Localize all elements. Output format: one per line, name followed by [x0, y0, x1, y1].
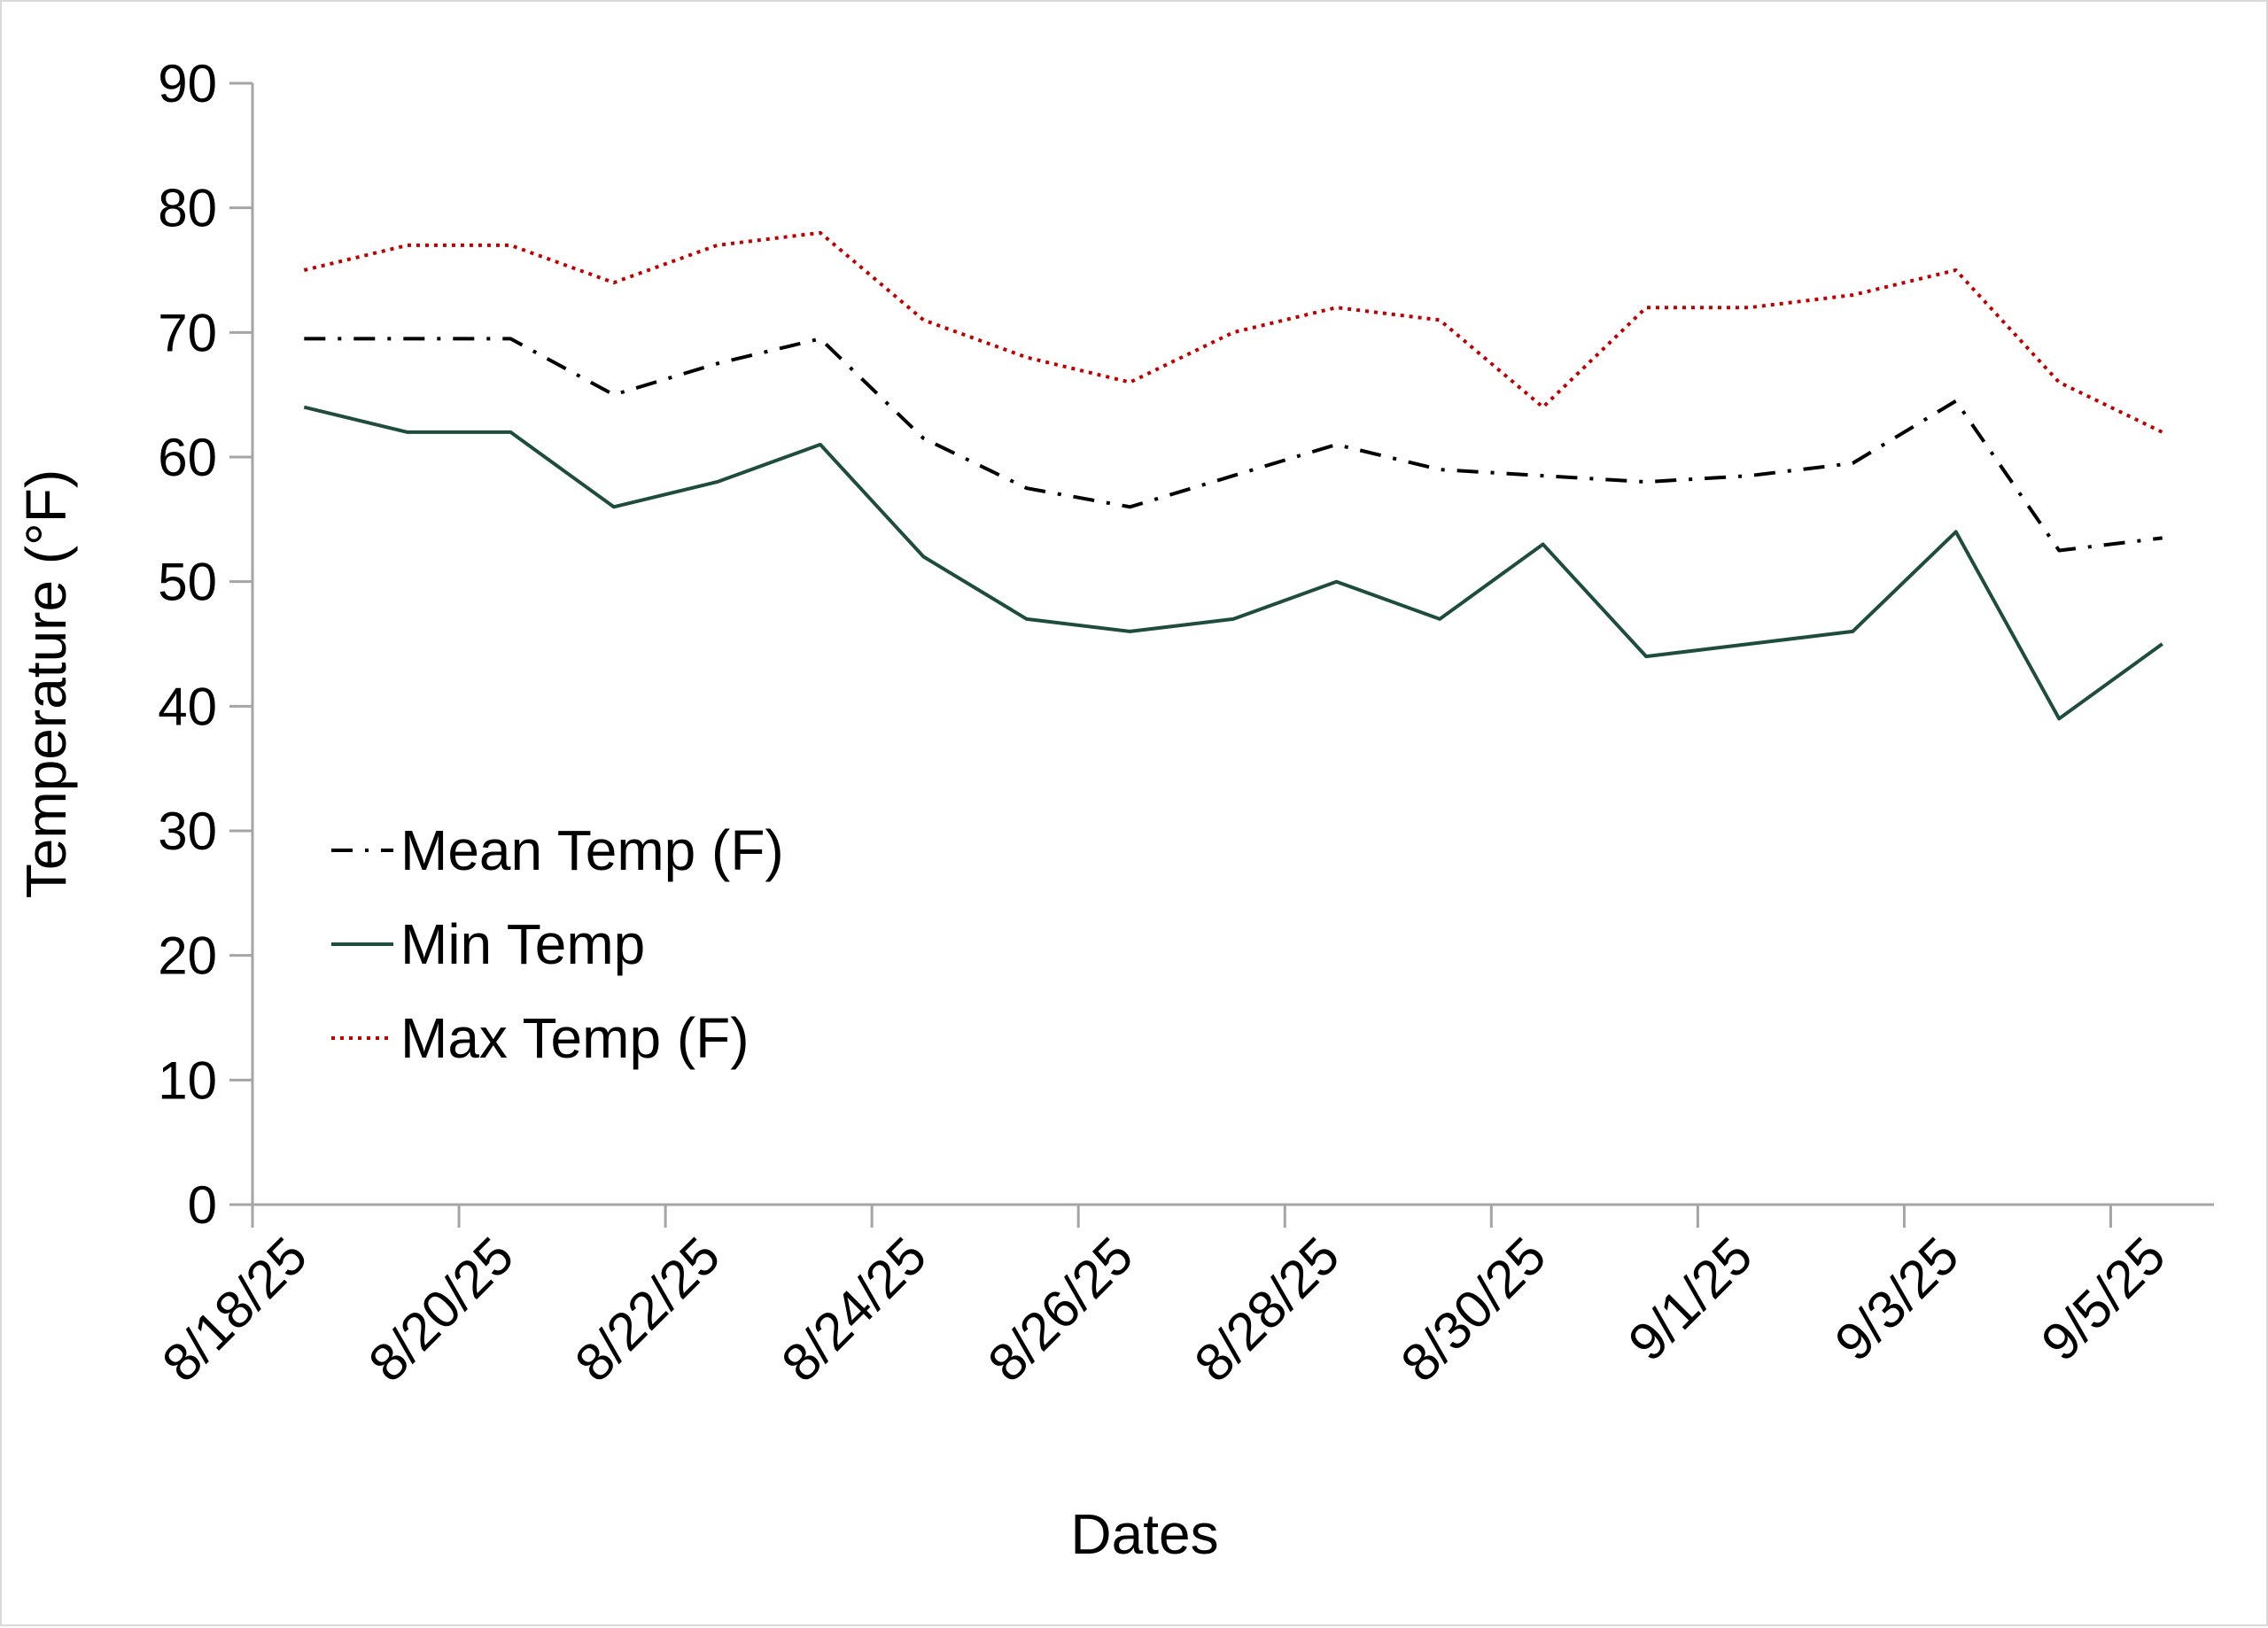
series-line-3: [303, 230, 2163, 434]
x-tick-label: 8/30/25: [1390, 1226, 1557, 1393]
x-tick-label: 9/3/25: [1823, 1226, 1969, 1372]
x-tick-label: 8/24/25: [770, 1226, 937, 1393]
y-tick-label: 0: [188, 1175, 217, 1235]
x-tick-label: 8/20/25: [357, 1226, 524, 1393]
x-tick-label: 9/5/25: [2030, 1226, 2176, 1372]
legend: Mean Temp (F) Min Temp Max Temp (F): [331, 818, 784, 1070]
x-tick-label: 9/1/25: [1617, 1226, 1763, 1372]
legend-label-1: Mean Temp (F): [400, 818, 784, 882]
y-tick-label: 30: [158, 802, 217, 861]
series-line-1: [304, 337, 2163, 553]
y-axis-title: Temperature (°F): [14, 469, 78, 898]
series-lines: [303, 230, 2163, 721]
x-ticks: 8/18/25 8/20/25 8/22/25 8/24/25 8/26/25 8/28/…: [151, 1205, 2177, 1393]
x-tick-label: 8/26/25: [976, 1226, 1144, 1393]
y-tick-label: 20: [158, 926, 217, 986]
x-tick-label: 8/22/25: [563, 1226, 731, 1393]
y-tick-label: 50: [158, 553, 217, 612]
y-tick-label: 40: [158, 677, 217, 736]
y-tick-label: 10: [158, 1050, 217, 1110]
x-tick-label: 8/28/25: [1184, 1226, 1351, 1393]
legend-label-2: Min Temp: [400, 912, 645, 976]
series-line-2: [303, 405, 2163, 721]
y-tick-label: 60: [158, 428, 217, 487]
axes: [251, 83, 2214, 1206]
y-tick-label: 90: [158, 54, 217, 113]
legend-label-3: Max Temp (F): [400, 1006, 750, 1070]
x-axis-title: Dates: [1070, 1502, 1218, 1566]
y-tick-label: 80: [158, 179, 217, 238]
y-ticks: 0 10 20 30 40 50 60 70 80 90: [158, 54, 252, 1235]
y-tick-label: 70: [158, 303, 217, 362]
x-tick-label: 8/18/25: [151, 1226, 318, 1393]
